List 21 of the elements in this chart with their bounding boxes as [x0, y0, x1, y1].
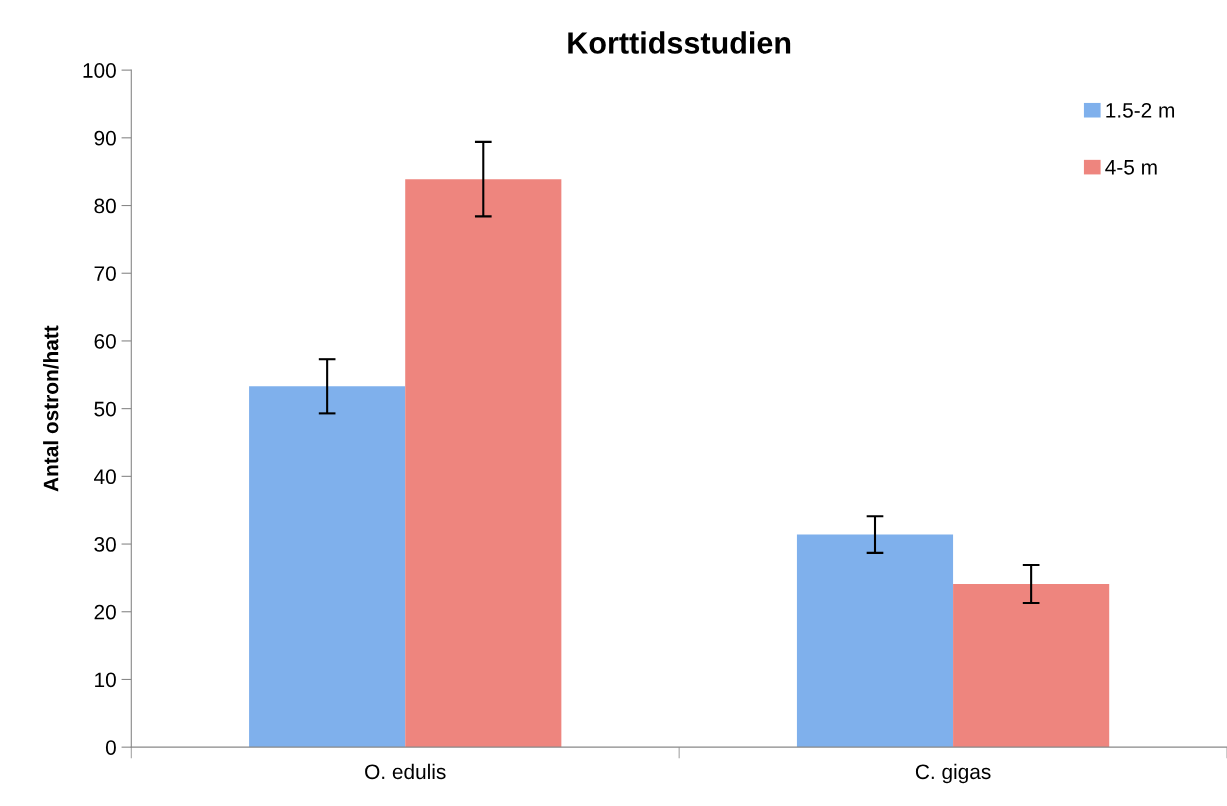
y-axis-title: Antal ostron/hatt — [43, 325, 59, 492]
bar — [405, 179, 562, 748]
bar — [953, 584, 1110, 748]
bar — [796, 534, 954, 748]
legend-label: 4-5 m — [1105, 160, 1157, 175]
y-tick-label: 60 — [94, 333, 116, 349]
y-tick-label: 40 — [94, 469, 116, 485]
y-tick-label: 80 — [94, 198, 116, 214]
x-tick-label: O. edulis — [365, 763, 446, 780]
x-tick-label: C. gigas — [915, 763, 991, 784]
y-tick-label: 0 — [105, 740, 116, 755]
legend-label: 1.5-2 m — [1106, 102, 1175, 118]
y-tick-label: 70 — [94, 266, 116, 281]
y-tick-label: 100 — [83, 63, 116, 78]
bar — [249, 386, 406, 748]
y-tick-label: 10 — [95, 672, 116, 688]
y-tick-label: 90 — [94, 130, 116, 146]
y-tick-label: 30 — [94, 537, 116, 552]
y-tick-label: 20 — [94, 604, 116, 620]
chart-title: Korttidsstudien — [568, 31, 791, 54]
y-tick-label: 50 — [94, 401, 116, 417]
